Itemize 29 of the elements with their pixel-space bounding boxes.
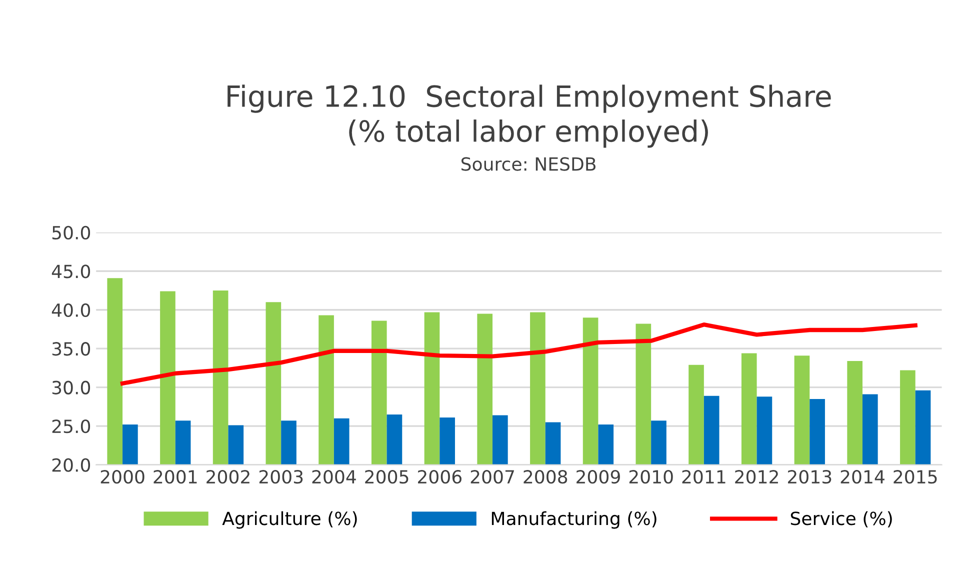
x-tick-label: 2004 xyxy=(312,470,356,484)
y-tick-label: 35.0 xyxy=(52,342,90,356)
x-tick-label: 2013 xyxy=(788,470,832,484)
x-tick-label: 2012 xyxy=(735,470,778,484)
x-tick-label: 2006 xyxy=(418,470,462,484)
x-tick-label: 2002 xyxy=(206,470,250,484)
chart-subtitle: Source: NESDB xyxy=(461,157,596,171)
y-tick-label: 20.0 xyxy=(52,458,90,472)
x-tick-label: 2001 xyxy=(154,470,197,484)
x-tick-label: 2014 xyxy=(840,470,884,484)
chart-title: Figure 12.10 Sectoral Employment Share (% total labor employed) xyxy=(228,84,831,148)
x-tick-label: 2011 xyxy=(682,470,726,484)
y-tick-label: 25.0 xyxy=(52,420,90,434)
x-tick-label: 2000 xyxy=(100,470,144,484)
y-tick-label: 50.0 xyxy=(52,226,90,240)
x-tick-label: 2009 xyxy=(576,470,620,484)
y-tick-label: 45.0 xyxy=(52,264,90,278)
x-tick-label: 2008 xyxy=(524,470,568,484)
x-tick-label: 2015 xyxy=(894,470,937,484)
legend-label: Service (%) xyxy=(790,511,892,528)
x-tick-label: 2007 xyxy=(470,470,514,484)
x-tick-label: 2003 xyxy=(259,470,303,484)
legend-label: Manufacturing (%) xyxy=(492,511,656,529)
line-series xyxy=(120,322,918,386)
legend-label: Agriculture (%) xyxy=(222,511,357,529)
y-tick-label: 40.0 xyxy=(52,303,90,317)
x-tick-label: 2005 xyxy=(365,470,408,484)
x-tick-label: 2010 xyxy=(629,470,673,484)
y-tick-label: 30.0 xyxy=(52,380,90,394)
